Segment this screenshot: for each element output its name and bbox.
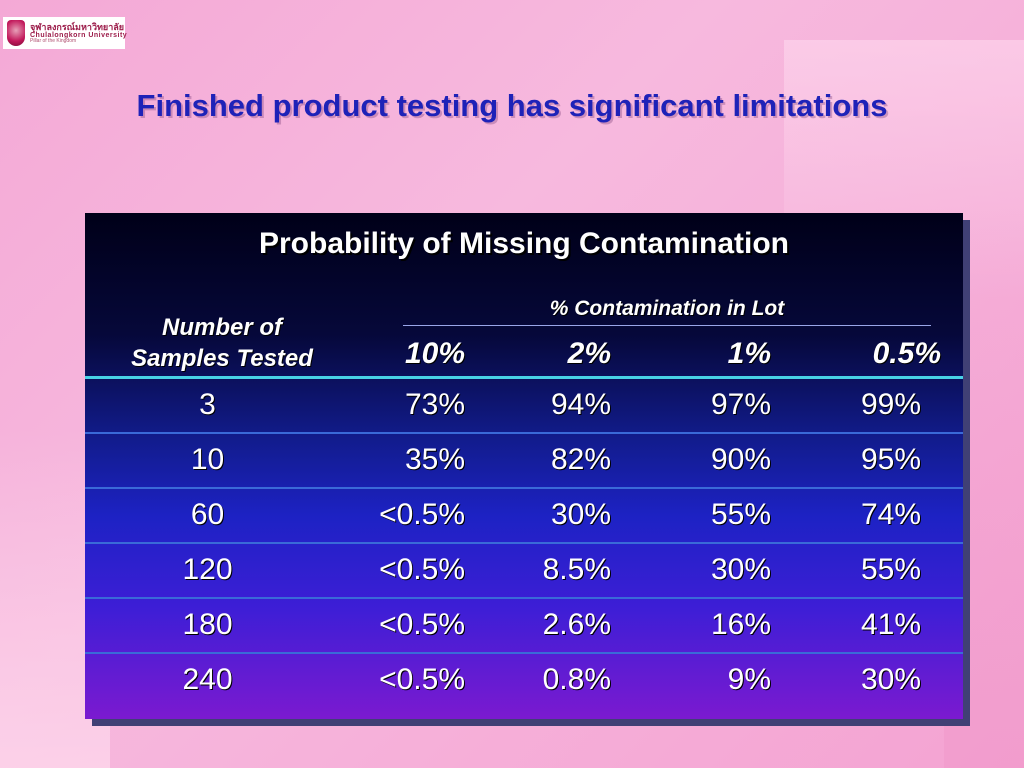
value-cell: 30% bbox=[710, 553, 771, 586]
university-logo: จุฬาลงกรณ์มหาวิทยาลัย Chulalongkorn Univ… bbox=[3, 17, 128, 49]
value-cell: <0.5% bbox=[379, 608, 465, 641]
value-cell: <0.5% bbox=[379, 553, 465, 586]
value-cell: 95% bbox=[860, 443, 921, 476]
value-cell: 82% bbox=[550, 443, 611, 476]
samples-cell: 180 bbox=[182, 608, 233, 641]
row-divider bbox=[85, 487, 963, 489]
row-divider bbox=[85, 432, 963, 434]
samples-cell: 120 bbox=[182, 553, 233, 586]
value-cell: 0.8% bbox=[542, 663, 611, 696]
table-row: 3 73% 94% 97% 99% bbox=[85, 379, 963, 434]
value-cell: 35% bbox=[404, 443, 465, 476]
header-divider bbox=[85, 376, 963, 379]
value-cell: 73% bbox=[404, 388, 465, 421]
value-cell: 9% bbox=[727, 663, 771, 696]
samples-cell: 60 bbox=[190, 498, 225, 531]
table-row: 240 <0.5% 0.8% 9% 30% bbox=[85, 654, 963, 709]
table-row: 10 35% 82% 90% 95% bbox=[85, 434, 963, 489]
logo-text: จุฬาลงกรณ์มหาวิทยาลัย Chulalongkorn Univ… bbox=[30, 21, 128, 44]
value-cell: <0.5% bbox=[379, 498, 465, 531]
university-seal-icon bbox=[7, 20, 25, 46]
value-cell: 94% bbox=[550, 388, 611, 421]
row-header: Number of Samples Tested bbox=[97, 312, 347, 374]
row-divider bbox=[85, 652, 963, 654]
value-cell: 55% bbox=[710, 498, 771, 531]
value-cell: 30% bbox=[550, 498, 611, 531]
value-cell: 74% bbox=[860, 498, 921, 531]
column-header-10: 10% bbox=[404, 337, 465, 370]
table-row: 60 <0.5% 30% 55% 74% bbox=[85, 489, 963, 544]
logo-english-name: Chulalongkorn University bbox=[30, 31, 128, 39]
value-cell: 16% bbox=[710, 608, 771, 641]
value-cell: 8.5% bbox=[542, 553, 611, 586]
logo-tagline: Pillar of the Kingdom bbox=[30, 37, 77, 44]
value-cell: 99% bbox=[860, 388, 921, 421]
samples-cell: 10 bbox=[190, 443, 225, 476]
column-header-2: 2% bbox=[567, 337, 611, 370]
table-row: 180 <0.5% 2.6% 16% 41% bbox=[85, 599, 963, 654]
samples-cell: 240 bbox=[182, 663, 233, 696]
table-title: Probability of Missing Contamination bbox=[258, 227, 789, 260]
value-cell: 30% bbox=[860, 663, 921, 696]
row-header-line1: Number of bbox=[162, 314, 282, 341]
samples-cell: 3 bbox=[199, 388, 216, 421]
table-row: 120 <0.5% 8.5% 30% 55% bbox=[85, 544, 963, 599]
value-cell: 41% bbox=[860, 608, 921, 641]
value-cell: 97% bbox=[710, 388, 771, 421]
row-divider bbox=[85, 542, 963, 544]
column-header-1: 1% bbox=[727, 337, 771, 370]
row-header-line2: Samples Tested bbox=[131, 345, 313, 372]
logo-thai-name: จุฬาลงกรณ์มหาวิทยาลัย bbox=[30, 21, 125, 32]
column-group-header: % Contamination in Lot bbox=[549, 297, 785, 320]
value-cell: 2.6% bbox=[542, 608, 611, 641]
value-cell: <0.5% bbox=[379, 663, 465, 696]
value-cell: 55% bbox=[860, 553, 921, 586]
column-header-0-5: 0.5% bbox=[872, 337, 941, 370]
probability-table: Probability of Missing Contamination Num… bbox=[85, 213, 963, 719]
column-group-underline bbox=[403, 325, 931, 326]
value-cell: 90% bbox=[710, 443, 771, 476]
row-divider bbox=[85, 597, 963, 599]
slide-title: Finished product testing has significant… bbox=[136, 88, 888, 123]
